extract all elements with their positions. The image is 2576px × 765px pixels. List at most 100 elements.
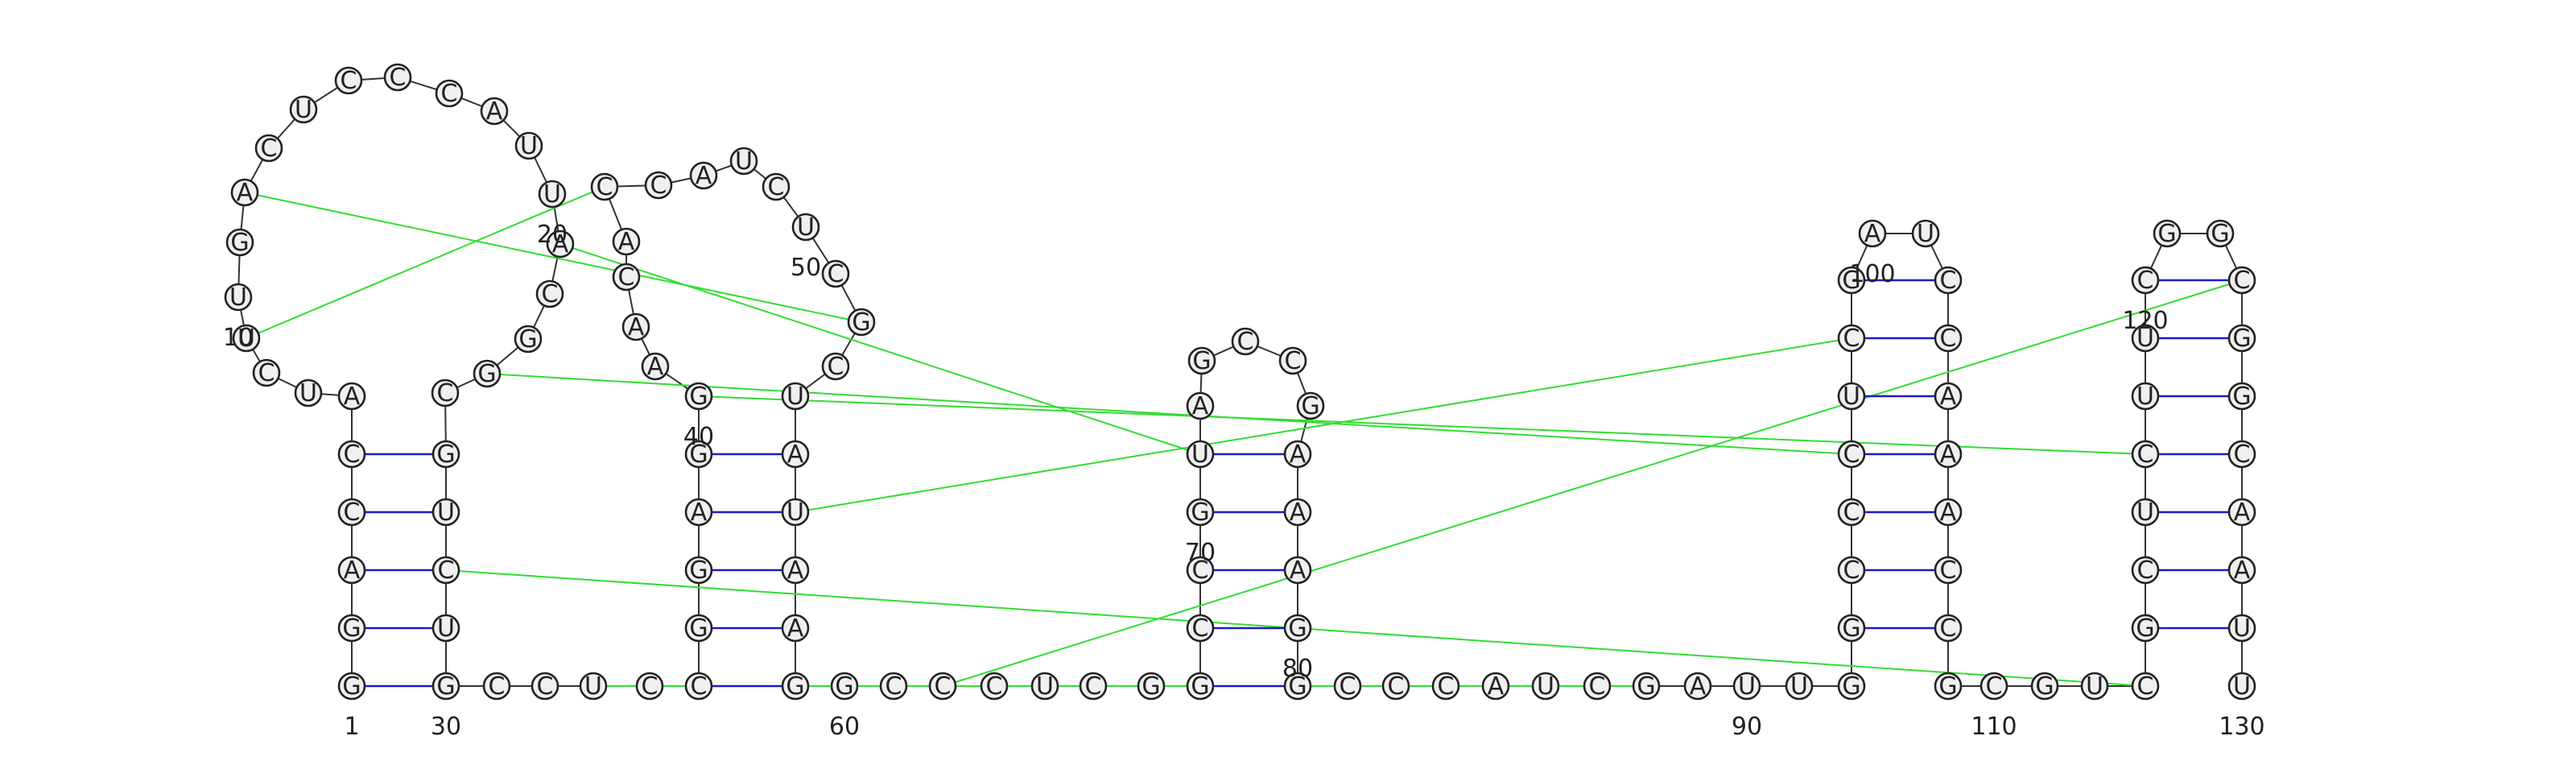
nucleotide-letter: C: [986, 672, 1003, 701]
nucleotide: C: [435, 79, 464, 108]
nucleotide: C: [1278, 346, 1307, 375]
position-label: 50: [791, 254, 821, 282]
nucleotide-letter: A: [2234, 498, 2251, 527]
nucleotide-letter: A: [787, 440, 804, 469]
nucleotide-circle: [1431, 672, 1460, 701]
nucleotide-circle: [2227, 672, 2256, 701]
nucleotide: U: [579, 672, 608, 701]
nucleotide-circle: [1187, 346, 1216, 375]
nucleotide: G: [684, 614, 713, 643]
nucleotide-circle: [1381, 672, 1410, 701]
nucleotide: U: [781, 498, 810, 527]
nucleotide: U: [431, 614, 460, 643]
nucleotide: U: [2131, 382, 2160, 411]
nucleotide: A: [781, 614, 810, 643]
nucleotide-letter: G: [342, 614, 361, 643]
nucleotide-circle: [252, 358, 281, 387]
nucleotide-circle: [2227, 614, 2256, 643]
nucleotide-circle: [1186, 614, 1215, 643]
nucleotide-circle: [535, 279, 564, 308]
nucleotide: G: [684, 382, 713, 411]
nucleotide-letter: U: [543, 180, 561, 209]
nucleotide: U: [232, 324, 261, 353]
nucleotide-circle: [337, 672, 366, 701]
nucleotide-letter: G: [2157, 220, 2176, 248]
nucleotide-circle: [2227, 440, 2256, 469]
nucleotide: G: [1186, 498, 1215, 527]
nucleotide-letter: U: [1738, 672, 1756, 701]
nucleotide-circle: [431, 614, 460, 643]
nucleotide: G: [225, 228, 254, 257]
nucleotide-circle: [1911, 219, 1940, 248]
nucleotide-letter: G: [477, 360, 496, 388]
nucleotide: U: [781, 382, 810, 411]
nucleotide-letter: U: [437, 498, 455, 527]
nucleotide: U: [2227, 614, 2256, 643]
nucleotide-circle: [1934, 498, 1963, 527]
position-label: 80: [1282, 655, 1313, 683]
nucleotide-letter: C: [489, 672, 506, 701]
nucleotide-circle: [2131, 324, 2160, 353]
nucleotide: C: [1231, 327, 1260, 356]
nucleotide-circle: [2227, 324, 2256, 353]
nucleotide-circle: [2131, 556, 2160, 585]
nucleotide-letter: G: [1288, 672, 1307, 701]
nucleotide-circle: [1531, 672, 1560, 701]
nucleotide: C: [482, 672, 511, 701]
nucleotide-circle: [579, 672, 608, 701]
nucleotide: G: [1837, 614, 1866, 643]
nucleotide: C: [431, 556, 460, 585]
nucleotide: A: [2227, 556, 2256, 585]
position-label: 10: [223, 324, 254, 352]
nucleotide-letter: C: [597, 173, 613, 201]
nucleotide: C: [1583, 672, 1612, 701]
nucleotide-circle: [435, 79, 464, 108]
nucleotide-letter: U: [2086, 672, 2103, 701]
nucleotide-circle: [635, 672, 664, 701]
nucleotide: C: [1934, 614, 1963, 643]
nucleotide-letter: C: [1438, 672, 1455, 701]
nucleotide-letter: U: [1537, 672, 1554, 701]
nucleotide: C: [612, 263, 641, 292]
nucleotide-letter: C: [1986, 672, 2003, 701]
nucleotide-circle: [1837, 382, 1866, 411]
nucleotide-letter: C: [1237, 328, 1254, 356]
nucleotide: C: [1837, 498, 1866, 527]
nucleotide-circle: [225, 228, 254, 257]
nucleotide-letter: C: [441, 80, 458, 108]
nucleotide: A: [1683, 672, 1712, 701]
nucleotide-letter: G: [689, 440, 708, 469]
nucleotide-circle: [2227, 382, 2256, 411]
nucleotide-letter: C: [2137, 267, 2154, 295]
nucleotide-letter: G: [1842, 672, 1860, 701]
nucleotide: C: [337, 440, 366, 469]
backbone-layer: [237, 76, 2243, 687]
nucleotide: C: [1079, 672, 1108, 701]
nucleotide-circle: [1186, 556, 1215, 585]
nucleotide-letter: C: [344, 498, 361, 527]
nucleotide: A: [781, 440, 810, 469]
nucleotide: A: [1283, 440, 1312, 469]
nucleotide-circle: [641, 352, 670, 381]
nucleotide-circle: [230, 178, 259, 207]
nucleotide: C: [1431, 672, 1460, 701]
nucleotide: U: [2131, 498, 2160, 527]
nucleotide-letter: C: [650, 172, 667, 200]
nucleotide: C: [1186, 556, 1215, 585]
nucleotide: G: [2131, 614, 2160, 643]
nucleotide-circle: [612, 263, 641, 292]
position-label: 120: [2122, 307, 2168, 335]
nucleotide-circle: [821, 259, 850, 288]
nucleotide-circle: [1296, 391, 1325, 420]
nucleotide-letter: A: [1690, 672, 1707, 701]
nucleotide: C: [762, 172, 791, 201]
nucleotide-letter: G: [2211, 220, 2229, 248]
nucleotide: C: [644, 171, 673, 200]
nucleotide-circle: [684, 556, 713, 585]
nucleotide-letter: C: [1940, 325, 1957, 353]
nucleotide: G: [1137, 672, 1166, 701]
nucleotide: U: [1911, 219, 1940, 248]
nucleotide-letter: C: [437, 379, 454, 407]
nucleotide-circle: [1583, 672, 1612, 701]
